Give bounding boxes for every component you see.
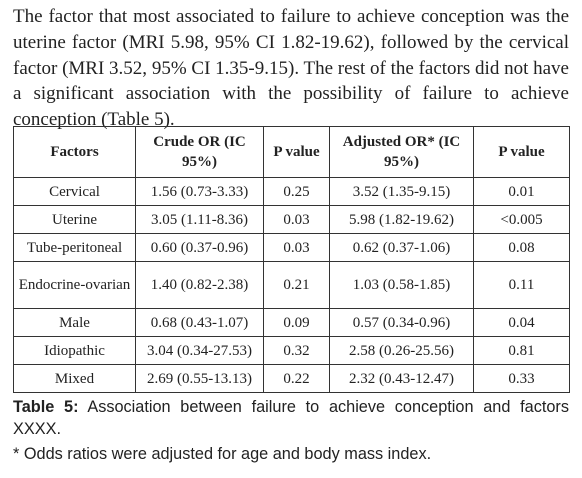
p-value-cell: 0.81 [473, 336, 570, 365]
p-value-cell: 0.01 [473, 177, 570, 206]
factor-cell: Cervical [13, 177, 136, 206]
factor-cell: Endocrine-ovarian [13, 261, 136, 309]
table-caption: Table 5: Association between failure to … [13, 396, 569, 440]
p-value-cell: 0.04 [473, 308, 570, 337]
factor-cell: Idiopathic [13, 336, 136, 365]
table-footnote: * Odds ratios were adjusted for age and … [13, 445, 432, 463]
p-value-cell: 0.11 [473, 261, 570, 309]
table-row: Uterine 3.05 (1.11-8.36) 0.03 5.98 (1.82… [13, 205, 570, 234]
p-value-cell: 0.09 [263, 308, 330, 337]
adjusted-or-cell: 0.62 (0.37-1.06) [329, 233, 474, 262]
table-row: Tube-peritoneal 0.60 (0.37-0.96) 0.03 0.… [13, 233, 570, 262]
header-adjusted-or: Adjusted OR* (IC 95%) [329, 126, 474, 178]
crude-or-cell: 1.56 (0.73-3.33) [135, 177, 264, 206]
header-p-value-crude: P value [263, 126, 330, 178]
table-header-row: Factors Crude OR (IC 95%) P value Adjust… [13, 126, 570, 178]
p-value-cell: 0.25 [263, 177, 330, 206]
caption-label: Table 5: [13, 398, 79, 416]
p-value-cell: 0.22 [263, 364, 330, 393]
crude-or-cell: 0.68 (0.43-1.07) [135, 308, 264, 337]
crude-or-cell: 1.40 (0.82-2.38) [135, 261, 264, 309]
p-value-cell: 0.03 [263, 233, 330, 262]
table-row: Endocrine-ovarian 1.40 (0.82-2.38) 0.21 … [13, 261, 570, 309]
p-value-cell: 0.03 [263, 205, 330, 234]
factor-cell: Male [13, 308, 136, 337]
table-row: Idiopathic 3.04 (0.34-27.53) 0.32 2.58 (… [13, 336, 570, 365]
adjusted-or-cell: 1.03 (0.58-1.85) [329, 261, 474, 309]
header-crude-or: Crude OR (IC 95%) [135, 126, 264, 178]
crude-or-cell: 3.04 (0.34-27.53) [135, 336, 264, 365]
p-value-cell: <0.005 [473, 205, 570, 234]
adjusted-or-cell: 2.58 (0.26-25.56) [329, 336, 474, 365]
factor-cell: Tube-peritoneal [13, 233, 136, 262]
caption-text: Association between failure to achieve c… [13, 398, 569, 438]
adjusted-or-cell: 5.98 (1.82-19.62) [329, 205, 474, 234]
adjusted-or-cell: 0.57 (0.34-0.96) [329, 308, 474, 337]
header-factors: Factors [13, 126, 136, 178]
p-value-cell: 0.33 [473, 364, 570, 393]
table-row: Mixed 2.69 (0.55-13.13) 0.22 2.32 (0.43-… [13, 364, 570, 393]
crude-or-cell: 2.69 (0.55-13.13) [135, 364, 264, 393]
p-value-cell: 0.32 [263, 336, 330, 365]
body-paragraph: The factor that most associated to failu… [13, 6, 569, 131]
factor-cell: Uterine [13, 205, 136, 234]
adjusted-or-cell: 3.52 (1.35-9.15) [329, 177, 474, 206]
table-row: Cervical 1.56 (0.73-3.33) 0.25 3.52 (1.3… [13, 177, 570, 206]
crude-or-cell: 3.05 (1.11-8.36) [135, 205, 264, 234]
p-value-cell: 0.08 [473, 233, 570, 262]
factor-cell: Mixed [13, 364, 136, 393]
header-p-value-adjusted: P value [473, 126, 570, 178]
table-row: Male 0.68 (0.43-1.07) 0.09 0.57 (0.34-0.… [13, 308, 570, 337]
adjusted-or-cell: 2.32 (0.43-12.47) [329, 364, 474, 393]
results-table: Factors Crude OR (IC 95%) P value Adjust… [13, 126, 570, 393]
crude-or-cell: 0.60 (0.37-0.96) [135, 233, 264, 262]
p-value-cell: 0.21 [263, 261, 330, 309]
